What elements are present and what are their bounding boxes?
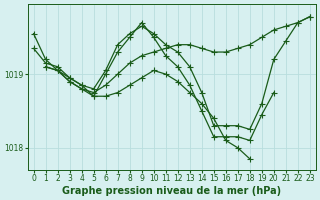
X-axis label: Graphe pression niveau de la mer (hPa): Graphe pression niveau de la mer (hPa) [62,186,281,196]
